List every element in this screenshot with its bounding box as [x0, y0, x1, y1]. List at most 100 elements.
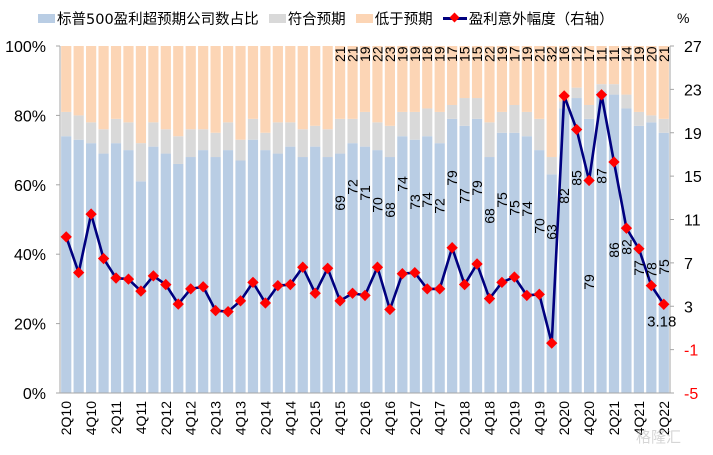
bar-beat	[534, 150, 545, 393]
bar-miss	[61, 46, 72, 112]
bar-miss	[608, 46, 620, 85]
beat-data-label: 82	[556, 188, 572, 204]
miss-data-label: 21	[656, 46, 672, 62]
miss-data-label: 17	[444, 46, 460, 62]
x-tick-label: 2Q12	[158, 401, 174, 435]
miss-data-label: 23	[382, 46, 398, 62]
bar-inline	[334, 118, 346, 154]
bar-beat	[571, 98, 582, 394]
bar-inline	[471, 98, 483, 119]
beat-data-label: 68	[382, 202, 398, 218]
bar-inline	[596, 84, 607, 92]
bar-miss	[359, 46, 371, 112]
bar-miss	[559, 46, 570, 102]
bar-beat	[160, 153, 171, 393]
bar-inline	[384, 125, 396, 158]
bar-miss	[173, 46, 184, 137]
surprise-marker	[483, 293, 496, 305]
legend-line-marker-icon	[442, 12, 467, 24]
surprise-marker	[259, 297, 272, 309]
bar-miss	[185, 46, 196, 130]
bar-miss	[198, 46, 209, 130]
surprise-marker	[147, 270, 160, 282]
bar-inline	[571, 87, 582, 99]
surprise-marker	[297, 261, 309, 273]
beat-data-label: 74	[419, 192, 435, 208]
line-layer	[60, 89, 670, 349]
right-axis-unit: %	[677, 10, 690, 26]
surprise-marker	[309, 287, 321, 299]
x-tick-label: 2Q11	[108, 401, 124, 434]
x-tick-label: 4Q18	[481, 401, 497, 435]
x-tick-label: 2Q18	[457, 401, 473, 435]
miss-data-label: 19	[357, 46, 373, 62]
legend-item-inline: 符合预期	[268, 8, 346, 29]
bar-inline	[608, 84, 620, 95]
bar-inline	[546, 157, 557, 175]
bar-miss	[110, 46, 122, 119]
bar-beat	[608, 94, 620, 393]
surprise-marker	[135, 285, 147, 297]
surprise-marker	[160, 278, 172, 291]
bar-beat	[297, 157, 308, 393]
x-tick-label: 4Q11	[133, 401, 149, 434]
miss-data-label: 19	[407, 46, 423, 62]
surprise-marker	[421, 283, 433, 295]
right-tick-label: 3	[684, 299, 693, 316]
legend-item-miss: 低于预期	[355, 8, 433, 29]
x-tick-label: 2Q20	[556, 401, 572, 435]
surprise-marker	[222, 306, 234, 318]
bar-beat	[285, 146, 296, 393]
bar-inline	[447, 104, 458, 119]
bar-miss	[546, 46, 557, 158]
bar-miss	[521, 46, 532, 112]
right-tick-label: 7	[684, 256, 693, 273]
surprise-marker	[359, 289, 371, 302]
right-tick-label: -5	[684, 386, 698, 403]
bar-miss	[123, 46, 134, 123]
bar-inline	[198, 129, 209, 151]
legend-item-beat: 标普500盈利超预期公司数占比	[38, 8, 259, 29]
bar-inline	[148, 122, 159, 147]
surprise-marker	[247, 276, 259, 289]
beat-data-label: 71	[357, 185, 373, 201]
beat-data-label: 77	[631, 260, 647, 276]
bar-beat	[185, 157, 196, 393]
bar-miss	[285, 46, 296, 123]
bar-beat	[359, 146, 371, 393]
bar-miss	[397, 46, 408, 112]
bar-beat	[210, 157, 221, 393]
right-tick-label: 19	[684, 126, 702, 143]
bar-beat	[334, 153, 346, 393]
bar-beat	[422, 136, 433, 393]
left-tick-label: 40%	[14, 247, 46, 264]
bar-inline	[496, 111, 508, 133]
bar-inline	[434, 111, 445, 144]
bar-inline	[397, 111, 408, 137]
left-tick-label: 80%	[14, 108, 46, 125]
x-tick-label: 4Q12	[183, 401, 199, 435]
beat-data-label: 69	[332, 195, 348, 211]
surprise-marker	[458, 278, 471, 291]
bar-beat	[409, 139, 420, 393]
bar-beat	[86, 143, 97, 393]
surprise-marker	[384, 303, 396, 316]
surprise-marker	[334, 295, 346, 307]
miss-data-label: 11	[606, 47, 622, 62]
surprise-marker	[521, 289, 533, 302]
bar-inline	[247, 118, 259, 140]
legend-swatch-inline	[268, 13, 286, 23]
bar-beat	[633, 125, 644, 393]
legend-item-surprise: 盈利意外幅度（右轴）	[442, 8, 614, 29]
x-tick-label: 2Q22	[656, 401, 672, 435]
data-labels-layer: 2121192223191918191715152219171921321612…	[332, 46, 676, 330]
miss-data-label: 16	[556, 46, 572, 62]
bar-beat	[260, 150, 271, 393]
miss-data-label: 21	[345, 46, 361, 62]
beat-data-label: 86	[606, 242, 622, 258]
bar-miss	[484, 46, 495, 123]
bar-inline	[61, 111, 72, 137]
bar-miss	[646, 46, 657, 116]
bar-miss	[409, 46, 420, 112]
